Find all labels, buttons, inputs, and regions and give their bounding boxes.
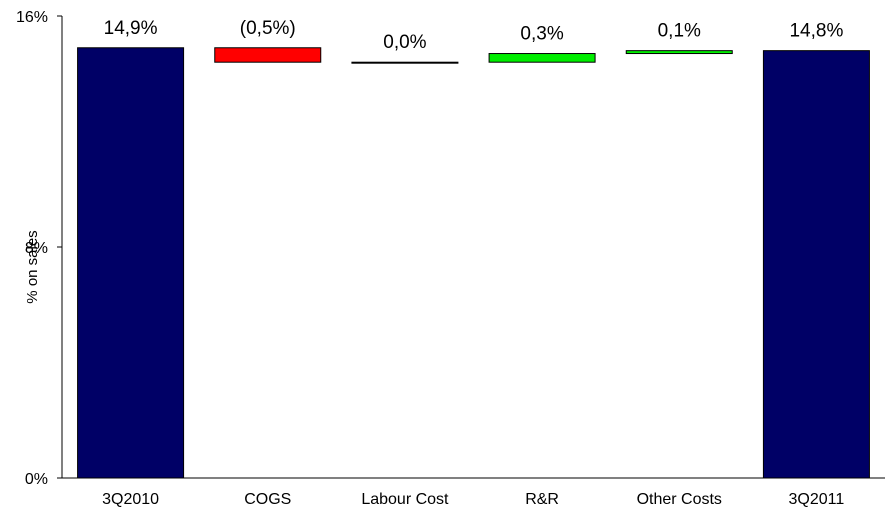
y-tick-label: 16% xyxy=(16,9,48,26)
y-tick-label: 0% xyxy=(25,471,48,488)
data-labels: 14,9% (0,5%) 0,0% 0,3% 0,1% 14,8% xyxy=(104,18,844,53)
data-label-r-r: 0,3% xyxy=(520,24,563,45)
category-labels: 3Q2010 COGS Labour Cost R&R Other Costs 3Q201… xyxy=(102,491,844,508)
data-label-cogs: (0,5%) xyxy=(240,18,296,39)
category-label-r-r: R&R xyxy=(525,491,559,508)
data-label-labour-cost: 0,0% xyxy=(383,32,426,53)
category-label-labour-cost: Labour Cost xyxy=(361,491,449,508)
bar-r-r xyxy=(488,53,596,63)
bar-cogs xyxy=(214,47,322,63)
category-label-other-costs: Other Costs xyxy=(637,491,722,508)
y-ticks: 0% 8% 16% xyxy=(16,9,62,488)
y-tick-label: 8% xyxy=(25,240,48,257)
bar-3q2010 xyxy=(77,47,185,479)
data-label-3q2010: 14,9% xyxy=(104,18,158,39)
bar-other-costs xyxy=(625,50,733,55)
bars xyxy=(77,47,870,479)
category-label-cogs: COGS xyxy=(244,491,291,508)
data-label-3q2011: 14,8% xyxy=(789,21,843,42)
bar-labour-cost xyxy=(351,61,459,64)
bar-3q2011 xyxy=(762,50,870,479)
y-axis-title: % on sales xyxy=(24,230,41,303)
axes-layer xyxy=(61,16,885,479)
category-label-3q2010: 3Q2010 xyxy=(102,491,159,508)
data-label-other-costs: 0,1% xyxy=(658,21,701,42)
category-label-3q2011: 3Q2011 xyxy=(789,491,845,508)
